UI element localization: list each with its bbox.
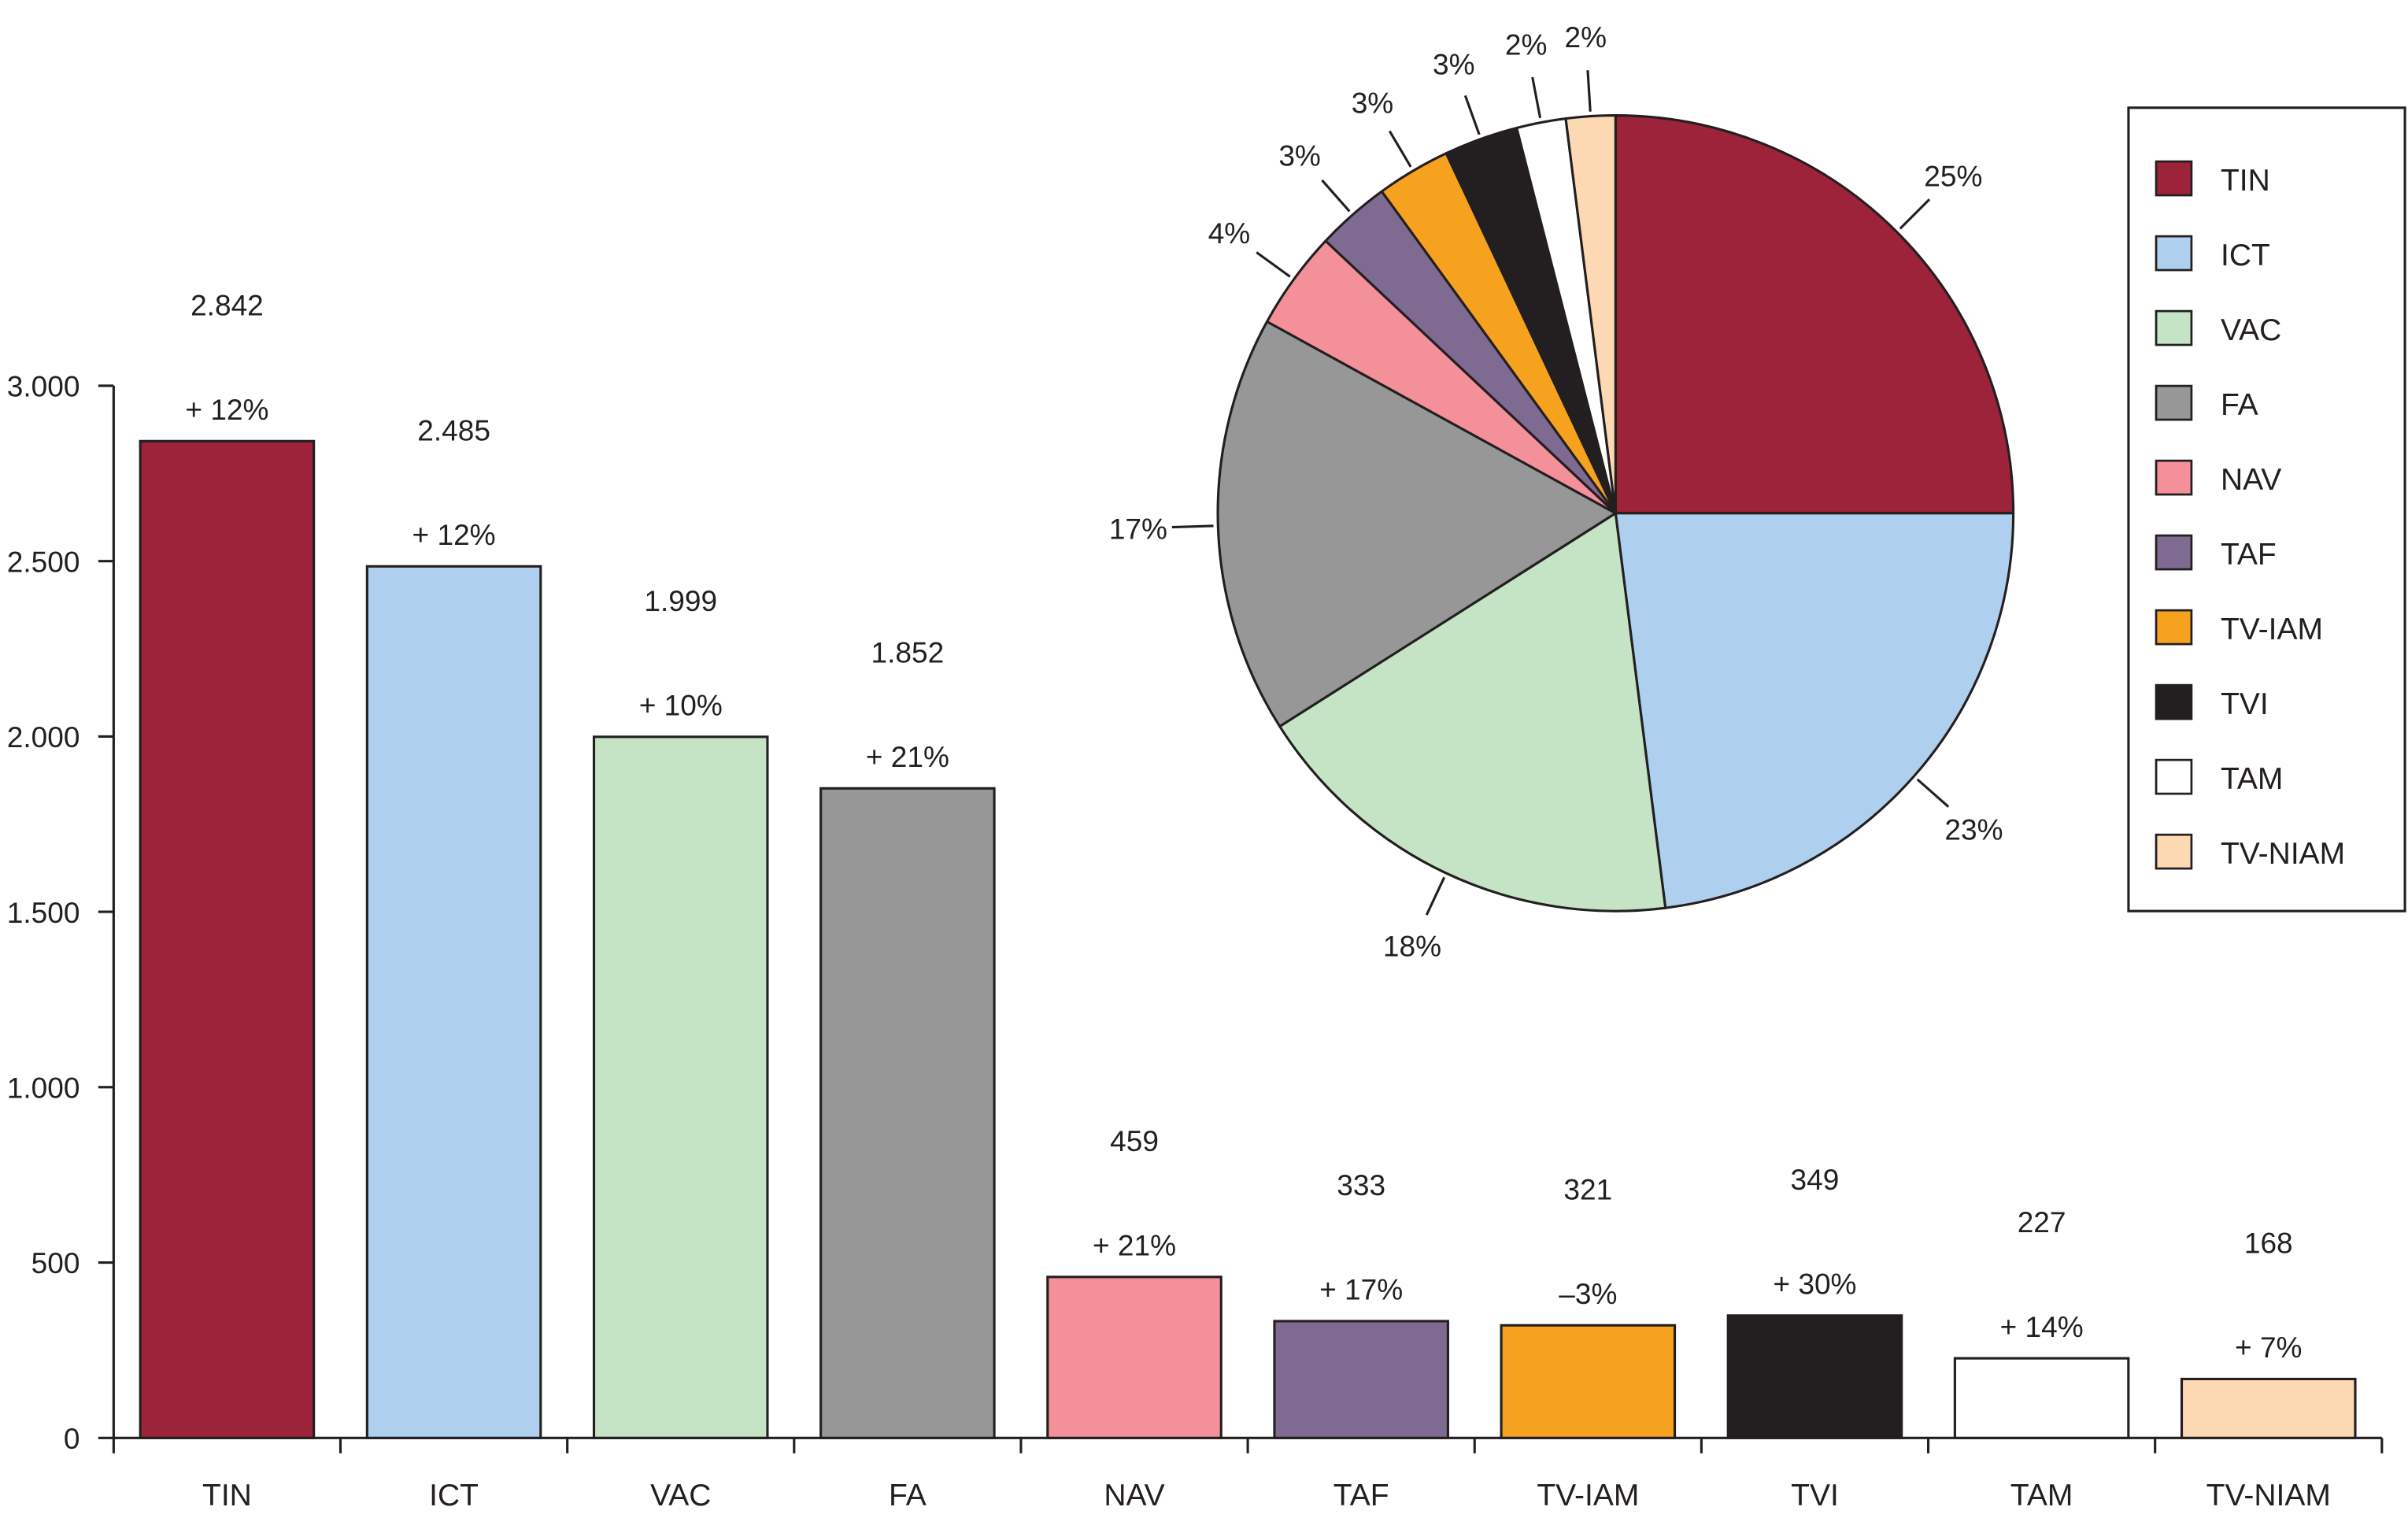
bar-ict bbox=[365, 565, 542, 1439]
value-label: 227 bbox=[2018, 1205, 2066, 1238]
value-label: 1.852 bbox=[871, 635, 945, 668]
change-label: + 14% bbox=[2000, 1310, 2084, 1343]
legend-swatch bbox=[2155, 160, 2193, 197]
legend-swatch bbox=[2155, 459, 2193, 496]
value-label: 1.999 bbox=[644, 584, 717, 617]
value-label: 459 bbox=[1110, 1124, 1159, 1157]
legend-swatch bbox=[2155, 758, 2193, 795]
change-label: + 21% bbox=[866, 740, 949, 773]
bar-tam bbox=[1953, 1357, 2130, 1439]
bar-nav bbox=[1046, 1275, 1222, 1439]
pie-slice-tv-niam bbox=[1564, 114, 1617, 515]
y-tick-label: 0 bbox=[64, 1422, 80, 1455]
y-tick-label: 500 bbox=[31, 1246, 80, 1279]
x-tick-label: TV-IAM bbox=[1537, 1479, 1639, 1512]
legend-swatch bbox=[2155, 534, 2193, 571]
legend-swatch bbox=[2155, 309, 2193, 346]
pie-slice-tin bbox=[1614, 114, 2015, 515]
legend-label: TAF bbox=[2221, 538, 2277, 572]
bar-tvi bbox=[1726, 1314, 1903, 1439]
legend-label: TV-IAM bbox=[2221, 613, 2323, 646]
pie-slice-fa bbox=[1216, 320, 1617, 728]
pie-label: 3% bbox=[1352, 86, 1394, 119]
y-tick-label: 2.500 bbox=[7, 545, 80, 578]
pie-label: 2% bbox=[1505, 28, 1548, 61]
bar-tin bbox=[139, 439, 316, 1439]
pie-leader-line bbox=[1899, 198, 1931, 230]
pie-label: 4% bbox=[1208, 217, 1251, 250]
y-tick-label: 3.000 bbox=[7, 370, 80, 403]
change-label: + 17% bbox=[1319, 1273, 1403, 1306]
x-tick-label: ICT bbox=[429, 1479, 479, 1512]
legend-label: FA bbox=[2221, 388, 2258, 422]
x-tick-label: VAC bbox=[650, 1479, 711, 1512]
value-label: 2.842 bbox=[190, 288, 264, 321]
change-label: + 12% bbox=[185, 393, 268, 426]
legend-label: ICT bbox=[2221, 239, 2270, 272]
x-tick-label: TV-NIAM bbox=[2206, 1479, 2331, 1512]
value-label: 321 bbox=[1563, 1172, 1612, 1205]
pie-label: 25% bbox=[1924, 159, 1982, 192]
pie-leader-line bbox=[1531, 76, 1542, 119]
bar-vac bbox=[592, 735, 769, 1439]
value-label: 349 bbox=[1791, 1163, 1840, 1196]
legend: TIN ICT VAC FA NAV TAF TV-IAM TVI TAM TV-NIAM bbox=[2127, 106, 2406, 913]
x-tick-label: TVI bbox=[1791, 1479, 1839, 1512]
value-label: 168 bbox=[2244, 1226, 2293, 1259]
legend-swatch bbox=[2155, 384, 2193, 421]
pie-leader-line bbox=[1171, 524, 1214, 529]
pie-slice-vac bbox=[1278, 512, 1667, 913]
x-tick-label: TIN bbox=[202, 1479, 252, 1512]
bar-fa bbox=[819, 787, 996, 1439]
value-label: 2.485 bbox=[417, 413, 490, 446]
change-label: + 7% bbox=[2235, 1331, 2302, 1364]
change-label: + 21% bbox=[1093, 1229, 1176, 1262]
y-tick-label: 1.500 bbox=[7, 896, 80, 929]
pie-label: 17% bbox=[1109, 513, 1167, 546]
x-tick-label: TAM bbox=[2010, 1479, 2073, 1512]
change-label: –3% bbox=[1559, 1277, 1617, 1310]
pie-leader-line bbox=[1388, 130, 1412, 168]
value-label: 333 bbox=[1337, 1168, 1385, 1201]
y-tick-label: 1.000 bbox=[7, 1071, 80, 1104]
bar-tv-iam bbox=[1500, 1324, 1677, 1439]
legend-label: VAC bbox=[2221, 313, 2281, 347]
legend-swatch bbox=[2155, 235, 2193, 272]
legend-swatch bbox=[2155, 609, 2193, 646]
pie-slice-ict bbox=[1614, 512, 2015, 909]
change-label: + 10% bbox=[639, 689, 723, 722]
pie-leader-line bbox=[1321, 179, 1351, 213]
x-tick-label: FA bbox=[889, 1479, 927, 1512]
pie-chart: 25% 23% 18% 17% 4% 3% 3% 3% 2% 2% bbox=[1109, 20, 2015, 962]
y-tick-label: 2.000 bbox=[7, 720, 80, 753]
legend-label: TIN bbox=[2221, 164, 2270, 198]
pie-leader-line bbox=[1256, 251, 1291, 278]
pie-label: 2% bbox=[1564, 20, 1607, 54]
legend-label: TVI bbox=[2221, 687, 2269, 721]
pie-label: 23% bbox=[1944, 813, 2003, 846]
x-tick-label: TAF bbox=[1333, 1479, 1389, 1512]
legend-label: NAV bbox=[2221, 463, 2281, 497]
legend-label: TAM bbox=[2221, 762, 2283, 796]
pie-leader-line bbox=[1425, 876, 1446, 916]
legend-swatch bbox=[2155, 833, 2193, 870]
pie-leader-line bbox=[1463, 94, 1481, 135]
pie-leader-line bbox=[1916, 778, 1950, 808]
legend-swatch bbox=[2155, 683, 2193, 720]
change-label: + 30% bbox=[1773, 1268, 1856, 1301]
pie-label: 18% bbox=[1383, 929, 1441, 962]
bar-chart: 0 500 1.000 1.500 2.000 2.500 3.000 TIN + 12% 2.8… bbox=[7, 288, 2384, 1512]
bar-tv-niam bbox=[2180, 1377, 2357, 1439]
pie-label: 3% bbox=[1278, 139, 1321, 172]
pie-leader-line bbox=[1586, 70, 1592, 112]
x-tick-label: NAV bbox=[1104, 1479, 1164, 1512]
pie-label: 3% bbox=[1433, 48, 1475, 81]
bar-taf bbox=[1273, 1320, 1449, 1439]
change-label: + 12% bbox=[412, 518, 496, 551]
legend-label: TV-NIAM bbox=[2221, 837, 2345, 871]
